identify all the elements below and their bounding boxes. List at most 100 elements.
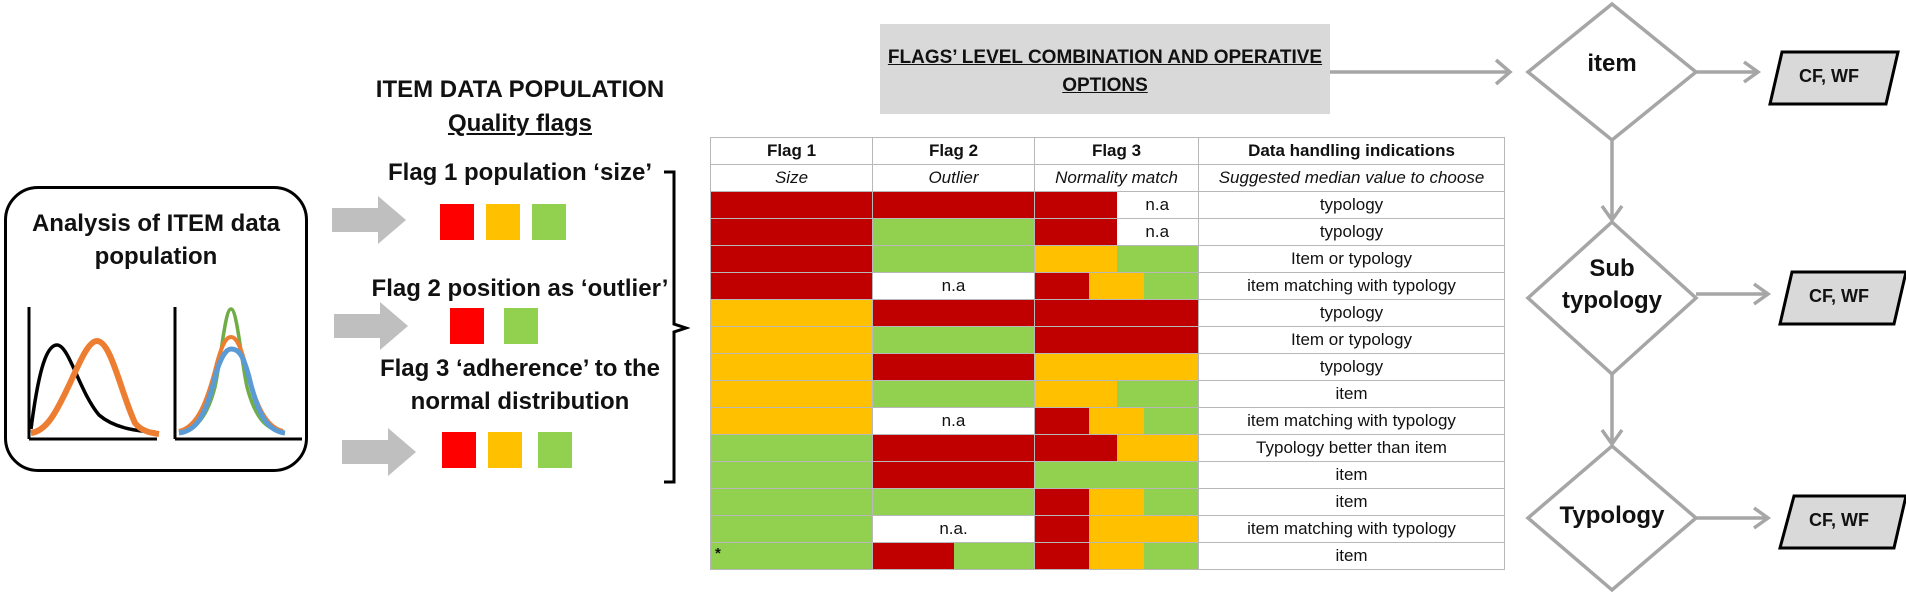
flag3-cell-segment-green [1143,489,1198,515]
table-row: n.a. item matching with typology [710,515,1505,543]
flag1-cell [710,191,873,219]
flag1-cell-segment-green [711,516,872,542]
flag3-cell [1034,380,1199,408]
table-row: Typology better than item [710,434,1505,462]
flag3-cell [1034,407,1199,435]
subtypology-output-arrow [1696,282,1772,306]
analysis-box: Analysis of ITEM data population [4,186,308,472]
flag3-cell-segment-yellow [1089,543,1144,569]
flag3-cell-segment-yellow [1089,273,1144,299]
flag1-cell [710,218,873,246]
orange-curve [30,337,160,437]
subheader-size: Size [710,164,873,192]
flag3-cell-segment-yellow [1035,354,1198,380]
flag3-cell-segment-red [1035,192,1117,218]
flag3-swatch-yellow [488,432,522,468]
flag3-cell [1034,299,1199,327]
subheader-outlier: Outlier [872,164,1035,192]
flag3-cell-segment-yellow [1089,516,1144,542]
flag2-heading: Flag 2 position as ‘outlier’ [371,275,669,302]
flag3-cell-segment-green [1143,543,1198,569]
subheader-normality: Normality match [1034,164,1199,192]
flag2-cell [872,542,1035,570]
flag1-cell-segment-yellow [711,300,872,326]
flag3-cell-segment-green [1116,381,1198,407]
flag2-cell [872,488,1035,516]
flag3-cell: n.a [1034,191,1199,219]
header-flag3: Flag 3 [1034,137,1199,165]
flag2-cell [872,461,1035,489]
flag2-cell: n.a. [872,515,1035,543]
flag2-cell [872,191,1035,219]
flag1-cell-segment-yellow [711,327,872,353]
flag1-cell-segment-yellow [711,381,872,407]
typology-diamond [1525,443,1699,593]
flag2-cell-segment-red [873,462,1034,488]
item-output-label: CF, WF [1799,66,1859,86]
flag1-cell [710,407,873,435]
flag3-cell-segment-yellow [1143,516,1198,542]
flag2-cell-segment-green [873,246,1034,272]
flag1-cell-segment-red [711,192,872,218]
flag3-cell [1034,542,1199,570]
flag1-cell [710,245,873,273]
flag3-cell-segment-yellow [1035,246,1117,272]
flag2-cell [872,326,1035,354]
flag3-cell: n.a [1034,218,1199,246]
flag3-cell-segment-red [1035,408,1090,434]
handling-cell: item [1198,488,1505,516]
typology-node-label: Typology [1559,502,1665,529]
flag1-cell [710,353,873,381]
flag2-swatch-green [504,308,538,344]
flags-combination-table: Flag 1 Flag 2 Flag 3 Data handling indic… [710,137,1505,570]
flag2-cell [872,353,1035,381]
flag3-cell-segment-red [1035,435,1117,461]
flag1-swatch-yellow [486,204,520,240]
flag3-cell-segment-red [1035,543,1090,569]
flag1-cell [710,380,873,408]
subtypology-to-typology-arrow [1600,374,1624,448]
header-flag2: Flag 2 [872,137,1035,165]
table-row: n.a typology [710,191,1505,219]
item-node-label: item [1587,50,1637,77]
subheader-suggested-median: Suggested median value to choose [1198,164,1505,192]
table-row: Item or typology [710,326,1505,354]
flag1-arrow-icon [332,196,406,244]
table-body: n.a typology n.a typology Item or typology n.… [710,191,1505,570]
flag3-cell-segment-red [1035,273,1090,299]
subtypology-output-box [1778,270,1906,326]
flag1-cell [710,461,873,489]
flag1-cell [710,434,873,462]
plot-right [173,307,302,441]
green-curve [178,307,284,434]
flag3-arrow-icon [342,428,416,476]
handling-cell: item matching with typology [1198,515,1505,543]
flag3-heading: Flag 3 ‘adherence’ to the normal distrib… [379,355,661,415]
flag2-cell-segment-red [873,543,954,569]
flag3-cell-segment-red [1035,300,1198,326]
flag1-swatch-red [440,204,474,240]
flag1-cell [710,515,873,543]
flag2-cell-segment-red [873,435,1034,461]
flags-combination-banner: FLAGS’ LEVEL COMBINATION AND OPERATIVE O… [880,24,1330,114]
flag3-cell [1034,488,1199,516]
flag2-cell [872,434,1035,462]
item-to-subtypology-arrow [1600,140,1624,224]
distribution-plots [27,307,302,441]
flag3-cell-segment-red [1035,327,1198,353]
flag2-cell-segment-green [953,543,1034,569]
flag1-cell [710,299,873,327]
flag3-cell [1034,461,1199,489]
flag2-cell [872,245,1035,273]
flag3-cell-segment-red [1035,489,1090,515]
flag2-cell: n.a [872,407,1035,435]
black-curve [29,343,156,434]
header-flag1: Flag 1 [710,137,873,165]
handling-cell: item matching with typology [1198,272,1505,300]
item-output-box [1768,50,1900,106]
asterisk-mark: * [715,545,721,562]
typology-output-arrow [1696,506,1772,530]
flag2-cell [872,218,1035,246]
flag3-cell-segment-yellow [1089,489,1144,515]
flag2-cell: n.a [872,272,1035,300]
